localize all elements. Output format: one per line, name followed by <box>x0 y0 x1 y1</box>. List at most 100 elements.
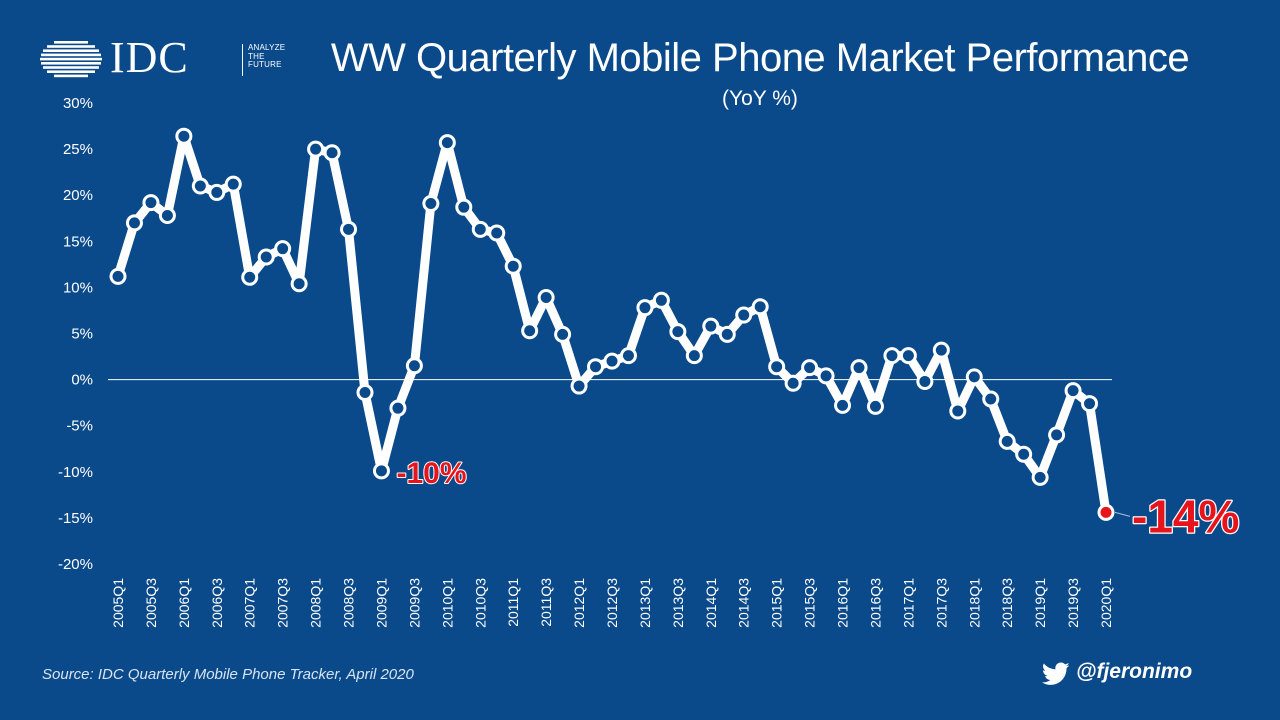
handle-text: @fjeronimo <box>1076 660 1193 683</box>
data-point <box>702 317 720 335</box>
data-point <box>175 127 193 145</box>
x-tick-label: 2009Q1 <box>373 578 389 628</box>
data-point <box>587 358 605 376</box>
data-point <box>998 432 1016 450</box>
data-point <box>883 347 901 365</box>
data-point <box>751 298 769 316</box>
data-point <box>109 267 127 285</box>
data-point <box>257 248 275 266</box>
x-tick-label: 2007Q1 <box>242 578 258 628</box>
data-point <box>1064 382 1082 400</box>
logo-tagline: ANALYZE THE FUTURE <box>248 43 286 69</box>
data-point <box>274 240 292 258</box>
data-point <box>504 257 522 275</box>
y-tick-label: -15% <box>58 510 93 527</box>
annotation-label: -10% <box>396 457 466 490</box>
annotations: -10% -14% <box>395 456 1240 544</box>
y-tick-label: -5% <box>66 418 93 435</box>
x-tick-label: 2013Q1 <box>637 578 653 628</box>
x-tick-label: 2016Q3 <box>867 578 883 628</box>
data-point <box>340 220 358 238</box>
data-point <box>916 372 934 390</box>
data-point <box>965 368 983 386</box>
y-tick-label: 10% <box>63 279 93 296</box>
x-tick-label: 2012Q3 <box>604 578 620 628</box>
x-tick-label: 2016Q1 <box>835 578 851 628</box>
data-point <box>455 198 473 216</box>
data-point <box>899 347 917 365</box>
data-point <box>834 396 852 414</box>
data-point <box>801 359 819 377</box>
y-axis: 30% 25% 20% 15% 10% 5% 0% -5% -10% -15% -20% <box>58 95 93 573</box>
data-point <box>372 462 390 480</box>
x-tick-label: 2006Q3 <box>209 578 225 628</box>
annotation-leader <box>1114 511 1131 517</box>
x-tick-label: 2019Q3 <box>1065 578 1081 628</box>
x-tick-label: 2015Q1 <box>769 578 785 628</box>
x-tick-label: 2019Q1 <box>1032 578 1048 628</box>
chart-title: WW Quarterly Mobile Phone Market Perform… <box>330 36 1190 80</box>
data-point <box>652 291 670 309</box>
data-point <box>636 299 654 317</box>
x-tick-label: 2013Q3 <box>670 578 686 628</box>
data-point <box>422 194 440 212</box>
y-tick-label: -10% <box>58 464 93 481</box>
data-point <box>735 306 753 324</box>
data-point <box>669 323 687 341</box>
data-point <box>619 347 637 365</box>
data-point <box>718 325 736 343</box>
data-point <box>1048 426 1066 444</box>
data-point <box>521 322 539 340</box>
x-tick-label: 2005Q1 <box>110 578 126 628</box>
data-point <box>866 397 884 415</box>
x-axis: 2005Q1 2005Q3 2006Q1 2006Q3 2007Q1 2007Q3 2008… <box>110 578 1114 628</box>
x-tick-label: 2020Q1 <box>1098 578 1114 628</box>
x-tick-label: 2011Q1 <box>505 578 521 627</box>
data-point <box>537 289 555 307</box>
data-point <box>817 367 835 385</box>
data-point <box>850 359 868 377</box>
data-point <box>768 358 786 376</box>
data-point <box>323 144 341 162</box>
y-tick-label: -20% <box>58 556 93 573</box>
series-line <box>113 131 1111 517</box>
twitter-bird-icon <box>1042 662 1070 685</box>
x-tick-label: 2006Q1 <box>176 578 192 628</box>
data-point <box>488 224 506 242</box>
data-point <box>438 134 456 152</box>
data-point <box>685 347 703 365</box>
x-tick-label: 2010Q3 <box>472 578 488 628</box>
x-tick-label: 2012Q1 <box>571 578 587 628</box>
y-tick-label: 0% <box>71 372 93 389</box>
data-point <box>603 352 621 370</box>
data-point <box>949 402 967 420</box>
y-tick-label: 15% <box>63 233 93 250</box>
y-tick-label: 25% <box>63 141 93 158</box>
data-point <box>471 220 489 238</box>
data-point <box>405 357 423 375</box>
data-point <box>125 214 143 232</box>
data-point <box>356 384 374 402</box>
x-tick-label: 2009Q3 <box>406 578 422 628</box>
x-tick-label: 2011Q3 <box>538 578 554 627</box>
y-tick-label: 20% <box>63 187 93 204</box>
data-point <box>142 194 160 212</box>
data-point <box>241 268 259 286</box>
data-point <box>1031 468 1049 486</box>
data-point <box>389 399 407 417</box>
data-point <box>208 183 226 201</box>
data-point <box>191 177 209 195</box>
x-tick-label: 2005Q3 <box>143 578 159 628</box>
x-tick-label: 2015Q3 <box>802 578 818 628</box>
data-point <box>570 377 588 395</box>
x-tick-label: 2008Q3 <box>341 578 357 628</box>
data-point <box>224 175 242 193</box>
data-point <box>1081 395 1099 413</box>
data-points <box>109 127 1115 521</box>
y-tick-label: 5% <box>71 326 93 343</box>
idc-logo: IDC ANALYZE THE FUTURE <box>40 34 285 82</box>
x-tick-label: 2010Q1 <box>439 578 455 628</box>
x-tick-label: 2018Q3 <box>999 578 1015 628</box>
data-point <box>1015 445 1033 463</box>
